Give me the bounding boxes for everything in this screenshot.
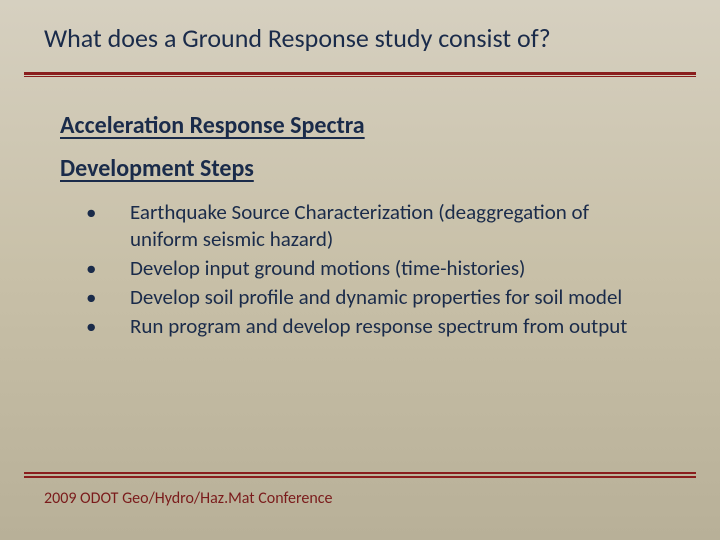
footer-text: 2009 ODOT Geo/Hydro/Haz.Mat Conference [44,489,332,508]
slide-title: What does a Ground Response study consis… [0,0,720,54]
subtitle-line-1: Acceleration Response Spectra [0,77,720,140]
bullet-list: Earthquake Source Characterization (deag… [0,183,720,339]
list-item: Earthquake Source Characterization (deag… [86,199,656,253]
list-item: Develop input ground motions (time-histo… [86,255,656,282]
list-item: Develop soil profile and dynamic propert… [86,284,656,311]
subtitle-line-2: Development Steps [0,140,720,183]
footer-divider [24,472,696,478]
list-item: Run program and develop response spectru… [86,313,656,340]
slide: What does a Ground Response study consis… [0,0,720,540]
